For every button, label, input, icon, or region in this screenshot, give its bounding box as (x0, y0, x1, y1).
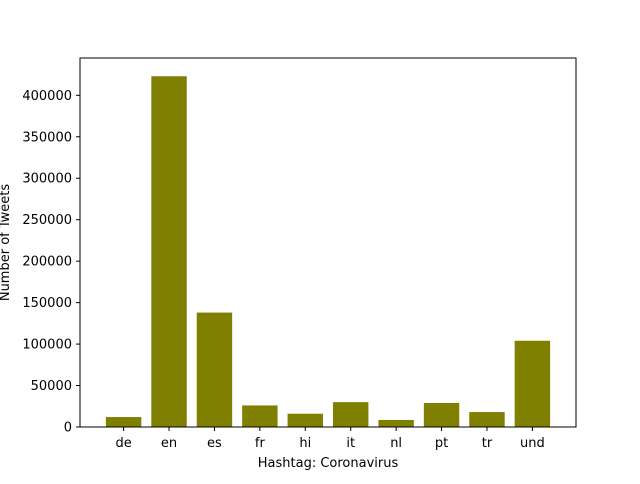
x-tick-label-de: de (115, 436, 131, 451)
x-tick-label-fr: fr (255, 436, 266, 451)
x-tick-label-it: it (346, 436, 355, 451)
y-tick-label-0: 0 (64, 421, 72, 436)
y-axis: 0 50000 100000 150000 200000 250000 300000 3500… (22, 89, 80, 436)
bar-it (332, 402, 369, 427)
y-tick-label-200000: 200000 (22, 255, 72, 270)
x-tick-label-tr: tr (482, 436, 493, 451)
y-tick-label-100000: 100000 (22, 338, 72, 353)
x-axis-label: Hashtag: Coronavirus (258, 456, 399, 471)
x-tick-label-en: en (161, 436, 177, 451)
bar-tr (469, 412, 505, 427)
y-axis-label: Number of Tweets (0, 184, 13, 302)
y-tick-label-350000: 350000 (22, 130, 72, 145)
x-tick-label-und: und (520, 436, 545, 451)
x-tick-label-nl: nl (390, 436, 402, 451)
x-tick-label-pt: pt (435, 436, 448, 451)
bar-fr (242, 405, 278, 427)
bar-en (151, 76, 187, 427)
y-tick-label-250000: 250000 (22, 213, 72, 228)
x-axis: de en es fr hi it nl pt tr und (115, 427, 545, 451)
x-tick-label-es: es (207, 436, 222, 451)
bar-hi (287, 413, 324, 427)
bar-es (196, 312, 233, 427)
bars-group (105, 76, 551, 427)
plot-frame (79, 57, 577, 428)
bar-pt (423, 402, 460, 427)
y-tick-label-400000: 400000 (22, 89, 72, 104)
y-tick-label-300000: 300000 (22, 172, 72, 187)
bar-und (514, 340, 551, 427)
y-tick-label-150000: 150000 (22, 296, 72, 311)
y-tick-label-50000: 50000 (31, 379, 72, 394)
bar-nl (378, 419, 414, 427)
bar-de (105, 417, 142, 427)
x-tick-label-hi: hi (299, 436, 311, 451)
